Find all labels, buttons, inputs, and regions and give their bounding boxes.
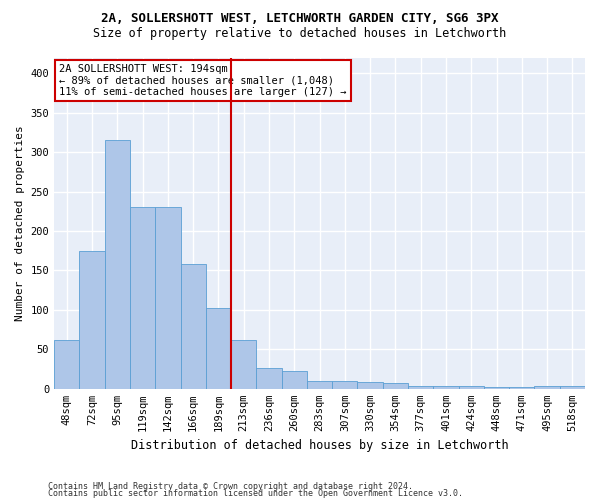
Bar xyxy=(256,368,281,389)
Bar xyxy=(458,386,484,389)
Bar xyxy=(105,140,130,389)
Bar xyxy=(130,208,155,389)
Bar xyxy=(231,340,256,389)
Bar xyxy=(307,381,332,389)
Bar xyxy=(358,382,383,389)
X-axis label: Distribution of detached houses by size in Letchworth: Distribution of detached houses by size … xyxy=(131,440,508,452)
Bar xyxy=(79,251,105,389)
Bar xyxy=(484,387,509,389)
Bar xyxy=(535,386,560,389)
Y-axis label: Number of detached properties: Number of detached properties xyxy=(15,126,25,321)
Text: 2A SOLLERSHOTT WEST: 194sqm
← 89% of detached houses are smaller (1,048)
11% of : 2A SOLLERSHOTT WEST: 194sqm ← 89% of det… xyxy=(59,64,347,98)
Text: Contains public sector information licensed under the Open Government Licence v3: Contains public sector information licen… xyxy=(48,489,463,498)
Bar xyxy=(383,384,408,389)
Bar xyxy=(433,386,458,389)
Bar xyxy=(408,386,433,389)
Bar xyxy=(332,381,358,389)
Bar xyxy=(281,372,307,389)
Bar xyxy=(509,387,535,389)
Bar xyxy=(206,308,231,389)
Bar xyxy=(181,264,206,389)
Bar xyxy=(560,386,585,389)
Bar xyxy=(155,208,181,389)
Text: 2A, SOLLERSHOTT WEST, LETCHWORTH GARDEN CITY, SG6 3PX: 2A, SOLLERSHOTT WEST, LETCHWORTH GARDEN … xyxy=(101,12,499,26)
Text: Contains HM Land Registry data © Crown copyright and database right 2024.: Contains HM Land Registry data © Crown c… xyxy=(48,482,413,491)
Bar xyxy=(54,340,79,389)
Text: Size of property relative to detached houses in Letchworth: Size of property relative to detached ho… xyxy=(94,28,506,40)
